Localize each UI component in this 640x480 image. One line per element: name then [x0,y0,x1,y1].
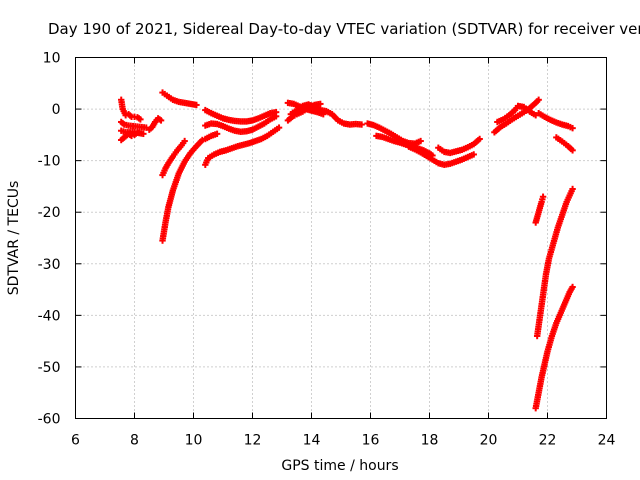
data-point [569,185,576,193]
data-point [569,147,576,154]
x-tick-label: 18 [421,433,439,449]
x-tick-label: 16 [362,433,380,449]
data-point [181,137,188,145]
y-tick-label: -30 [38,257,61,273]
y-tick-label: -50 [38,360,61,376]
axis-ticks: 6 8 10 12 14 16 18 20 22 24 10 0 -10 -20 -30 -40 -50 -60 [38,51,616,449]
x-tick-label: 12 [244,433,262,449]
series-arc-4 [118,129,141,144]
plot-frame [75,57,607,419]
series-arc-18 [405,143,477,168]
data-point [157,117,165,124]
x-axis-label: GPS time / hours [281,458,398,474]
data-point [476,135,483,143]
data-point [272,113,280,120]
y-tick-label: 10 [43,51,61,67]
chart-title: Day 190 of 2021, Sidereal Day-to-day VTE… [48,20,640,38]
data-point [275,124,283,131]
series-arc-25 [533,185,576,340]
data-point [569,124,576,132]
data-point [417,137,424,145]
series-arc-6 [159,89,200,109]
series-arc-12 [202,124,283,168]
series-arc-9 [202,106,280,125]
series-arc-15 [287,101,365,128]
series-arc-22 [535,109,576,132]
y-tick-label: -20 [38,205,61,221]
data-point [193,101,200,109]
data-point [140,130,147,138]
series-arc-11 [202,130,221,143]
data-point [317,100,324,108]
data-points [118,89,576,412]
data-point [213,130,221,138]
series-arc-7 [159,137,188,179]
series-arc-1 [118,96,144,123]
series-arc-2 [118,118,150,131]
y-tick-label: -40 [38,308,61,324]
data-point [569,283,576,291]
y-tick-label: -60 [38,412,61,428]
data-point [358,121,365,128]
x-tick-label: 22 [539,433,557,449]
series-arc-21 [494,102,539,126]
x-tick-label: 8 [130,433,139,449]
data-point [137,116,144,123]
y-axis-label: SDTVAR / TECUs [6,181,22,296]
series-arc-19 [435,135,483,157]
x-tick-label: 24 [598,433,616,449]
data-point [535,96,542,103]
data-point [134,129,141,136]
data-point [539,193,547,200]
y-tick-label: -10 [38,154,61,170]
y-tick-label: 0 [52,102,61,118]
series-arc-5 [146,115,165,133]
x-tick-label: 14 [303,433,321,449]
series-arc-24 [532,193,547,226]
series-arc-23 [553,134,576,154]
x-tick-label: 20 [480,433,498,449]
series-arc-10 [202,113,280,135]
x-tick-label: 6 [71,433,80,449]
data-point [470,151,477,158]
series-arc-26 [532,283,576,412]
series-arc-8 [159,136,206,244]
x-tick-label: 10 [185,433,203,449]
